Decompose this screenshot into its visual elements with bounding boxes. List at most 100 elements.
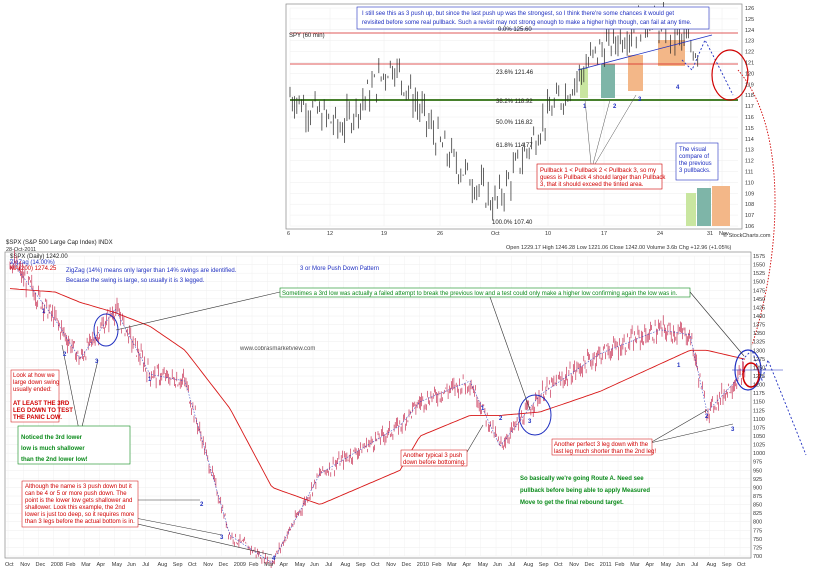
main-y-tick: 825	[753, 511, 762, 517]
compare-line-1: The visual	[679, 147, 706, 153]
inset-y-tick: 108	[745, 202, 754, 208]
banner-pointer-mid	[489, 296, 531, 411]
bottom-note-2: can be 4 or 5 or more push down. The	[25, 491, 127, 497]
main-x-tick: Apr	[97, 562, 106, 568]
leg-label-a3: 3	[95, 359, 99, 365]
inset-x-tick: 17	[601, 231, 607, 237]
leg-label-b4: 4	[272, 556, 276, 562]
pullback-note-line-2: guess is Pullback 4 should larger than P…	[540, 175, 666, 181]
main-y-tick: 1000	[753, 451, 765, 457]
right-note-pointer-a	[649, 409, 708, 444]
inset-y-tick: 122	[745, 50, 754, 56]
leg-label-b1: 1	[148, 377, 152, 383]
main-y-tick: 1425	[753, 305, 765, 311]
zigzag-note-2: Because the swing is large, so usually i…	[66, 278, 205, 284]
main-x-tick: Oct	[737, 562, 746, 568]
inset-y-tick: 110	[745, 180, 754, 186]
compare-bar-2	[697, 188, 711, 226]
main-x-tick: May	[295, 562, 306, 568]
inset-x-axis: 6 12 19 26 Oct 10 17 24 31 Nov	[287, 231, 729, 237]
main-x-tick: May	[478, 562, 489, 568]
leg-label-d3: 3	[731, 427, 735, 433]
inset-projection-path	[681, 38, 734, 96]
main-y-axis: 1575 1550 1525 1500 1475 1450 1425 1400 1375 1350…	[753, 254, 765, 560]
connector-curve	[737, 69, 776, 346]
inset-x-tick: 26	[437, 231, 443, 237]
main-y-tick: 1200	[753, 383, 765, 389]
main-y-tick: 850	[753, 503, 762, 509]
inset-y-tick: 115	[745, 126, 754, 132]
main-y-tick: 1150	[753, 400, 765, 406]
ma200-polyline	[9, 288, 746, 505]
leg-label-c2: 2	[499, 416, 503, 422]
big-green-note-2: low is much shallower	[21, 446, 85, 452]
compare-box	[675, 142, 719, 181]
main-y-tick: 800	[753, 520, 762, 526]
inset-frame	[285, 3, 743, 230]
main-x-tick: Sep	[173, 562, 183, 568]
compare-bar-3	[712, 186, 730, 226]
inset-y-tick: 113	[745, 148, 754, 154]
compare-line-2: compare of	[679, 154, 709, 160]
main-legend-2: ZigZag (14.00%)	[10, 260, 55, 266]
fib-label-382: 38.2% 118.92	[496, 99, 533, 105]
main-date-label: 28-Oct-2011	[6, 247, 36, 253]
left-note-5: LEG DOWN TO TEST	[13, 408, 73, 414]
left-note-box	[10, 369, 60, 423]
right-note-2: last leg much shorter than the 2nd leg!	[554, 449, 656, 455]
main-x-tick: Mar	[447, 562, 457, 568]
main-y-tick: 1250	[753, 365, 765, 371]
main-x-tick: Oct	[188, 562, 197, 568]
main-y-tick: 1100	[753, 417, 765, 423]
main-x-tick: Jun	[127, 562, 136, 568]
main-projection-path	[741, 349, 807, 456]
fib-label-236: 23.6% 121.46	[496, 70, 534, 76]
left-note-3: usually ended:	[13, 387, 52, 393]
big-green-note-3: than the 2nd lower low!	[21, 457, 88, 463]
inset-y-tick: 125	[745, 17, 754, 23]
inset-y-tick: 118	[745, 93, 754, 99]
inset-y-tick: 117	[745, 104, 754, 110]
main-x-tick: Jun	[310, 562, 319, 568]
pullback-box-2	[601, 64, 615, 98]
green-banner: Sometimes a 3rd low was actually a faile…	[282, 291, 678, 297]
main-circle-2011-red	[742, 362, 760, 388]
left-note-4: AT LEAST THE 3RD	[13, 401, 70, 407]
right-note-1: Another perfect 3 leg down with the	[554, 442, 649, 448]
big-green-note-box	[17, 425, 131, 465]
inset-y-tick: 107	[745, 213, 754, 219]
main-x-tick: Aug	[158, 562, 168, 568]
mid-note-1: Another typical 3 push	[403, 453, 462, 459]
banner-pointer-right	[689, 291, 745, 357]
inset-x-tick: Oct	[491, 231, 500, 237]
green-note-pointer-a	[79, 359, 99, 436]
main-y-tick: 725	[753, 545, 762, 551]
main-x-tick: Oct	[5, 562, 14, 568]
main-y-tick: 975	[753, 460, 762, 466]
main-y-tick: 1525	[753, 271, 765, 277]
bottom-note-box	[21, 480, 139, 528]
inset-x-tick: 19	[381, 231, 387, 237]
left-note-1: Look at how we	[13, 373, 55, 379]
leg-label-c3: 3	[528, 419, 532, 425]
main-y-tick: 1475	[753, 288, 765, 294]
inset-y-tick: 109	[745, 191, 754, 197]
main-legend-3: MA(200) 1274.25	[10, 266, 57, 272]
main-x-tick: Oct	[554, 562, 563, 568]
main-y-tick: 1500	[753, 280, 765, 286]
main-x-tick: Apr	[646, 562, 655, 568]
banner-pointer-left	[115, 291, 281, 331]
main-x-tick: May	[112, 562, 123, 568]
compare-line-3: the previous	[679, 161, 712, 167]
main-y-tick: 1225	[753, 374, 765, 380]
main-y-tick: 1400	[753, 314, 765, 320]
inset-x-tick: 24	[657, 231, 663, 237]
zigzag-note-1: ZigZag (14%) means only larger than 14% …	[66, 268, 237, 274]
bottom-note-5: lower is just too deep, so it requires m…	[25, 512, 135, 518]
main-x-tick: Nov	[569, 562, 579, 568]
main-y-tick: 900	[753, 485, 762, 491]
left-note-6: THE PANIC LOW.	[13, 415, 62, 421]
inset-y-tick: 126	[745, 6, 754, 12]
inset-header-line-2: revisited before some real pullback. Suc…	[362, 20, 692, 26]
main-x-tick: Mar	[264, 562, 274, 568]
